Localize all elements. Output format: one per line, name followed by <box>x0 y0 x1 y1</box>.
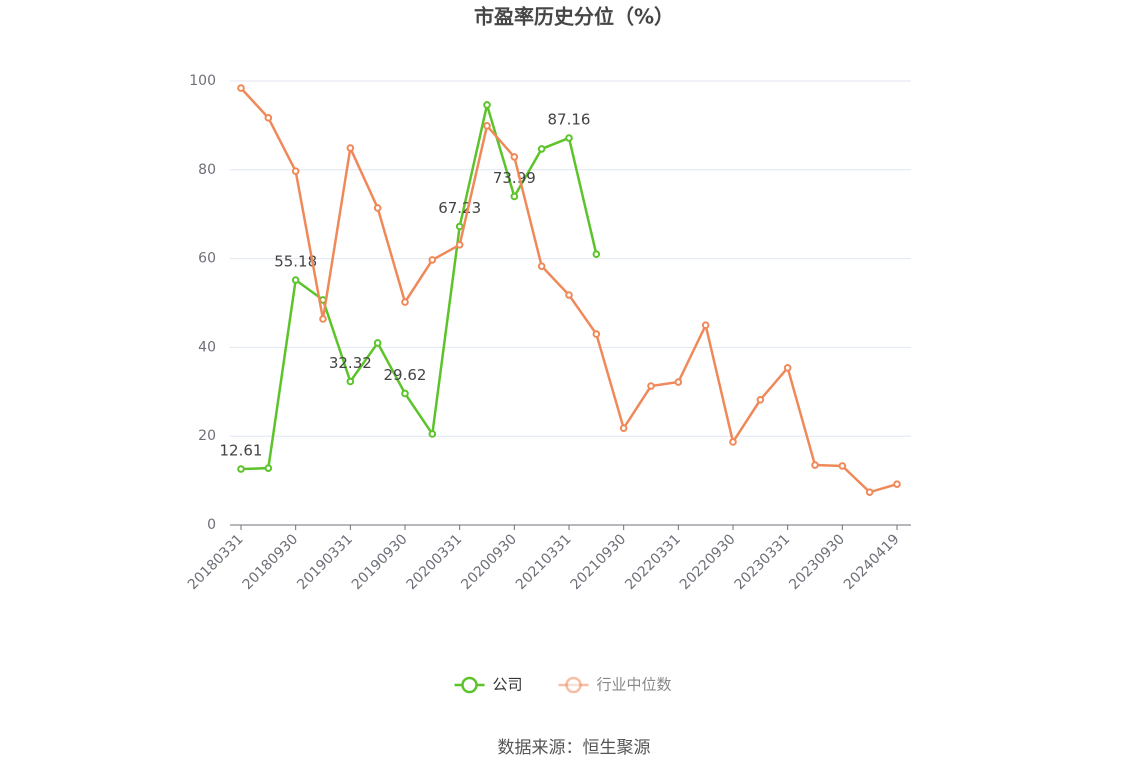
data-point <box>346 377 355 386</box>
data-point <box>592 250 601 258</box>
y-tick-label: 40 <box>198 339 216 355</box>
data-point <box>373 204 382 212</box>
x-tick-label: 20200930 <box>458 531 520 593</box>
data-point <box>428 430 437 438</box>
x-tick-label: 20180930 <box>240 531 302 593</box>
data-point <box>838 462 847 470</box>
x-tick-label: 20190331 <box>294 531 356 593</box>
data-point <box>565 291 573 299</box>
series-line <box>240 87 898 494</box>
data-label: 12.61 <box>220 442 263 460</box>
data-label: 87.16 <box>548 111 591 129</box>
x-tick-label: 20230331 <box>732 531 794 593</box>
data-label: 55.18 <box>274 253 317 271</box>
y-tick-label: 0 <box>207 517 216 533</box>
data-point <box>483 122 491 130</box>
data-point <box>483 101 491 109</box>
data-point <box>865 488 874 496</box>
data-point <box>647 382 655 390</box>
x-tick-label: 20210930 <box>568 531 630 593</box>
data-label: 32.32 <box>329 354 372 372</box>
data-point <box>537 145 546 153</box>
data-point <box>619 424 628 433</box>
legend-label: 行业中位数 <box>597 676 672 694</box>
data-point <box>510 153 519 161</box>
data-point <box>428 256 437 264</box>
data-point <box>701 321 710 330</box>
data-point <box>401 298 409 306</box>
x-tick-label: 20190930 <box>349 531 411 593</box>
data-point <box>510 192 519 201</box>
data-point <box>291 167 300 175</box>
data-point <box>893 480 901 488</box>
data-point <box>729 438 737 446</box>
data-point <box>756 395 765 404</box>
data-label: 73.99 <box>493 169 536 187</box>
data-point <box>237 465 245 473</box>
data-point <box>264 464 273 472</box>
x-tick-label: 20200331 <box>404 531 466 593</box>
data-point <box>237 84 245 92</box>
data-label: 29.62 <box>384 366 427 384</box>
chart-title: 市盈率历史分位（%） <box>474 5 674 29</box>
data-point <box>401 389 409 398</box>
data-point <box>373 339 382 347</box>
y-tick-label: 80 <box>198 162 216 178</box>
data-point <box>346 144 355 152</box>
data-point <box>565 134 573 142</box>
data-point <box>783 364 792 372</box>
y-tick-label: 20 <box>198 428 216 444</box>
data-point <box>319 315 327 323</box>
x-tick-label: 20230930 <box>786 531 848 593</box>
y-tick-label: 60 <box>198 251 216 267</box>
legend-label: 公司 <box>493 676 523 694</box>
y-tick-label: 100 <box>189 73 216 89</box>
data-point <box>674 378 683 386</box>
source-note: 数据来源：恒生聚源 <box>498 738 651 758</box>
data-point <box>291 276 300 284</box>
x-tick-label: 20240419 <box>841 531 903 593</box>
x-tick-label: 20220331 <box>622 531 684 593</box>
data-point <box>455 241 464 249</box>
data-label: 67.23 <box>438 199 481 217</box>
x-tick-label: 20220930 <box>677 531 739 593</box>
data-point <box>455 222 464 231</box>
data-point <box>537 262 546 270</box>
legend-marker <box>565 676 582 694</box>
x-tick-label: 20180331 <box>185 531 247 593</box>
data-point <box>592 330 601 338</box>
data-point <box>811 461 819 469</box>
x-tick-label: 20210331 <box>513 531 575 593</box>
legend-marker <box>461 676 478 694</box>
data-point <box>264 114 273 122</box>
series-line <box>240 100 598 471</box>
